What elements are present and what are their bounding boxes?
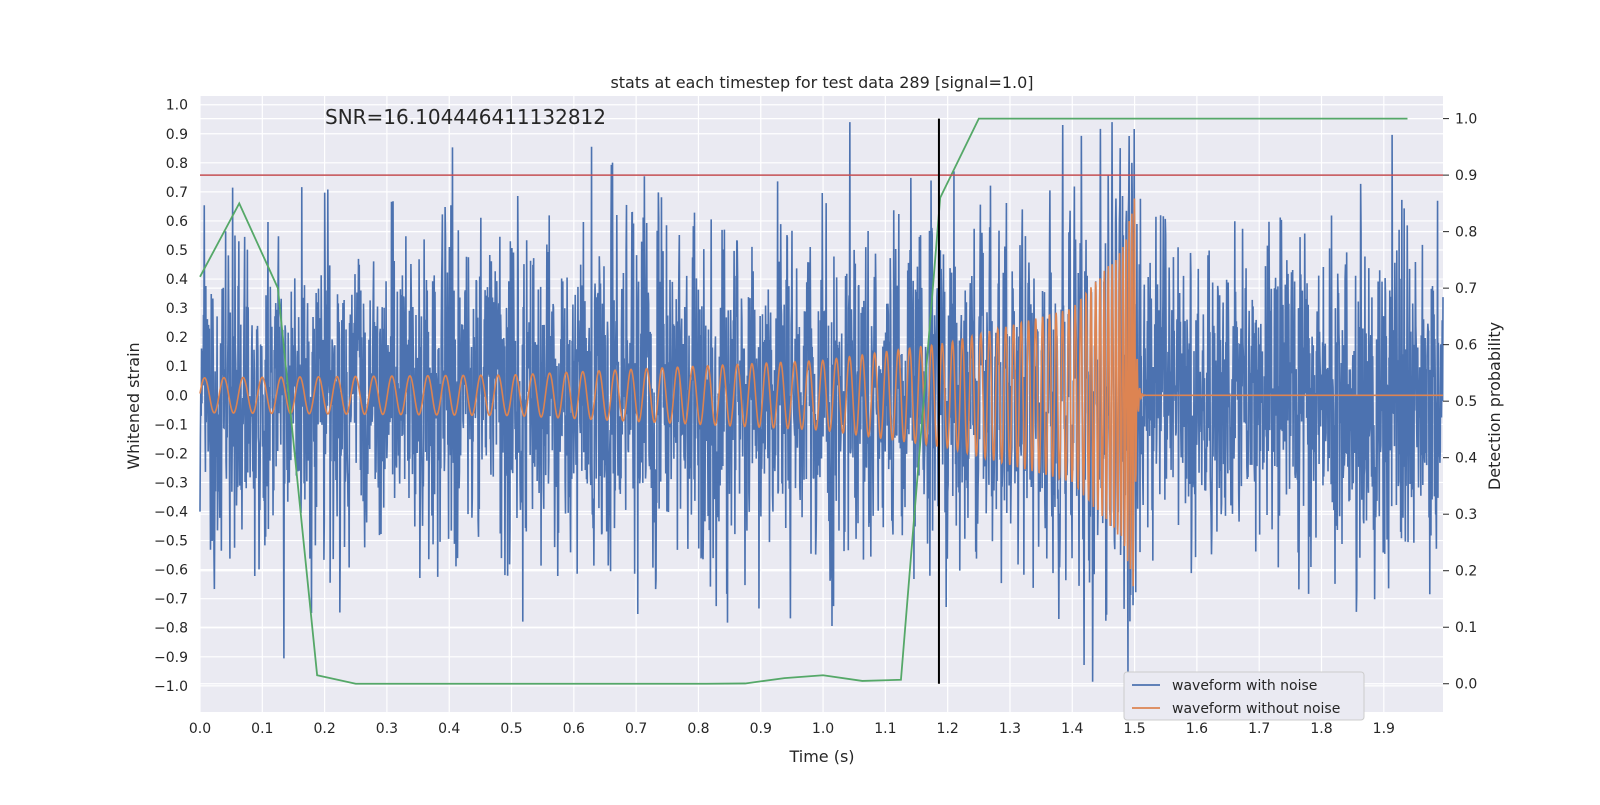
x-tick-label: 0.4 [438,721,460,737]
x-tick-label: 0.3 [376,721,398,737]
series-waveform-without-noise [199,198,1443,587]
legend-entry-clean: waveform without noise [1172,701,1340,717]
y-left-tick-label: 0.5 [166,243,188,259]
y-right-tick-label: 0.8 [1455,225,1477,241]
y-right-tick-label: 0.1 [1455,620,1477,636]
y-axis-label-right: Detection probability [1485,322,1504,490]
legend: waveform with noise waveform without noi… [1123,671,1365,721]
y-left-tick-label: 0.8 [166,156,188,172]
y-right-tick-label: 0.7 [1455,281,1477,297]
x-tick-label: 0.8 [687,721,709,737]
y-left-tick-label: 1.0 [166,98,188,114]
y-left-tick-label: 0.2 [166,330,188,346]
y-left-tick-label: −0.4 [154,505,188,521]
x-tick-label: 1.9 [1373,721,1395,737]
y-left-tick-label: 0.9 [166,127,188,143]
y-left-tick-label: −1.0 [154,679,188,695]
y-left-tick-label: 0.1 [166,359,188,375]
y-left-tick-label: −0.2 [154,446,188,462]
overlay-layer [200,118,1443,684]
series-detection-probability [199,117,1408,685]
y-left-tick-label: −0.8 [154,621,188,637]
y-left-tick-label: 0.6 [166,214,188,230]
y-left-tick-label: −0.3 [154,475,188,491]
y-left-tick-label: 0.0 [166,388,188,404]
series-waveform-with-noise [199,122,1444,682]
y-right-tick-label: 1.0 [1455,112,1477,128]
x-tick-label: 1.1 [874,721,896,737]
x-tick-label: 0.2 [313,721,335,737]
y-right-tick-label: 0.3 [1455,507,1477,523]
y-right-tick-label: 0.9 [1455,168,1477,184]
series-layer [199,117,1444,685]
x-tick-label: 0.7 [625,721,647,737]
y-left-tick-label: 0.3 [166,301,188,317]
y-right-tick-label: 0.5 [1455,394,1477,410]
y-right-tick-label: 0.6 [1455,338,1477,354]
legend-entry-noise: waveform with noise [1172,678,1317,694]
x-axis-label: Time (s) [788,747,854,766]
y-right-tick-label: 0.2 [1455,564,1477,580]
y-left-tick-label: 0.4 [166,272,188,288]
y-left-tick-label: −0.1 [154,417,188,433]
chart-title: stats at each timestep for test data 289… [610,73,1033,92]
axis-ticks: 0.0 0.1 0.2 0.3 0.4 0.5 0.6 0.7 0.8 0.9 1.0 1.1 1.2 1… [154,98,1477,737]
legend-box [1123,671,1365,721]
x-tick-label: 1.3 [999,721,1021,737]
x-tick-label: 1.2 [937,721,959,737]
y-left-tick-label: 0.7 [166,185,188,201]
x-tick-label: 0.1 [251,721,273,737]
y-axis-label-left: Whitened strain [124,342,143,469]
x-tick-label: 0.6 [563,721,585,737]
y-left-tick-label: −0.5 [154,534,188,550]
y-right-tick-label: 0.0 [1455,677,1477,693]
x-tick-label: 1.7 [1248,721,1270,737]
x-tick-label: 1.5 [1123,721,1145,737]
x-tick-label: 0.5 [500,721,522,737]
snr-annotation: SNR=16.104446411132812 [325,105,606,129]
x-tick-label: 0.0 [189,721,211,737]
y-left-tick-label: −0.6 [154,563,188,579]
x-tick-label: 1.4 [1061,721,1083,737]
x-tick-label: 1.6 [1186,721,1208,737]
y-left-tick-label: −0.9 [154,650,188,666]
x-tick-label: 0.9 [750,721,772,737]
y-left-tick-label: −0.7 [154,592,188,608]
x-tick-label: 1.8 [1310,721,1332,737]
x-tick-label: 1.0 [812,721,834,737]
y-right-tick-label: 0.4 [1455,451,1477,467]
